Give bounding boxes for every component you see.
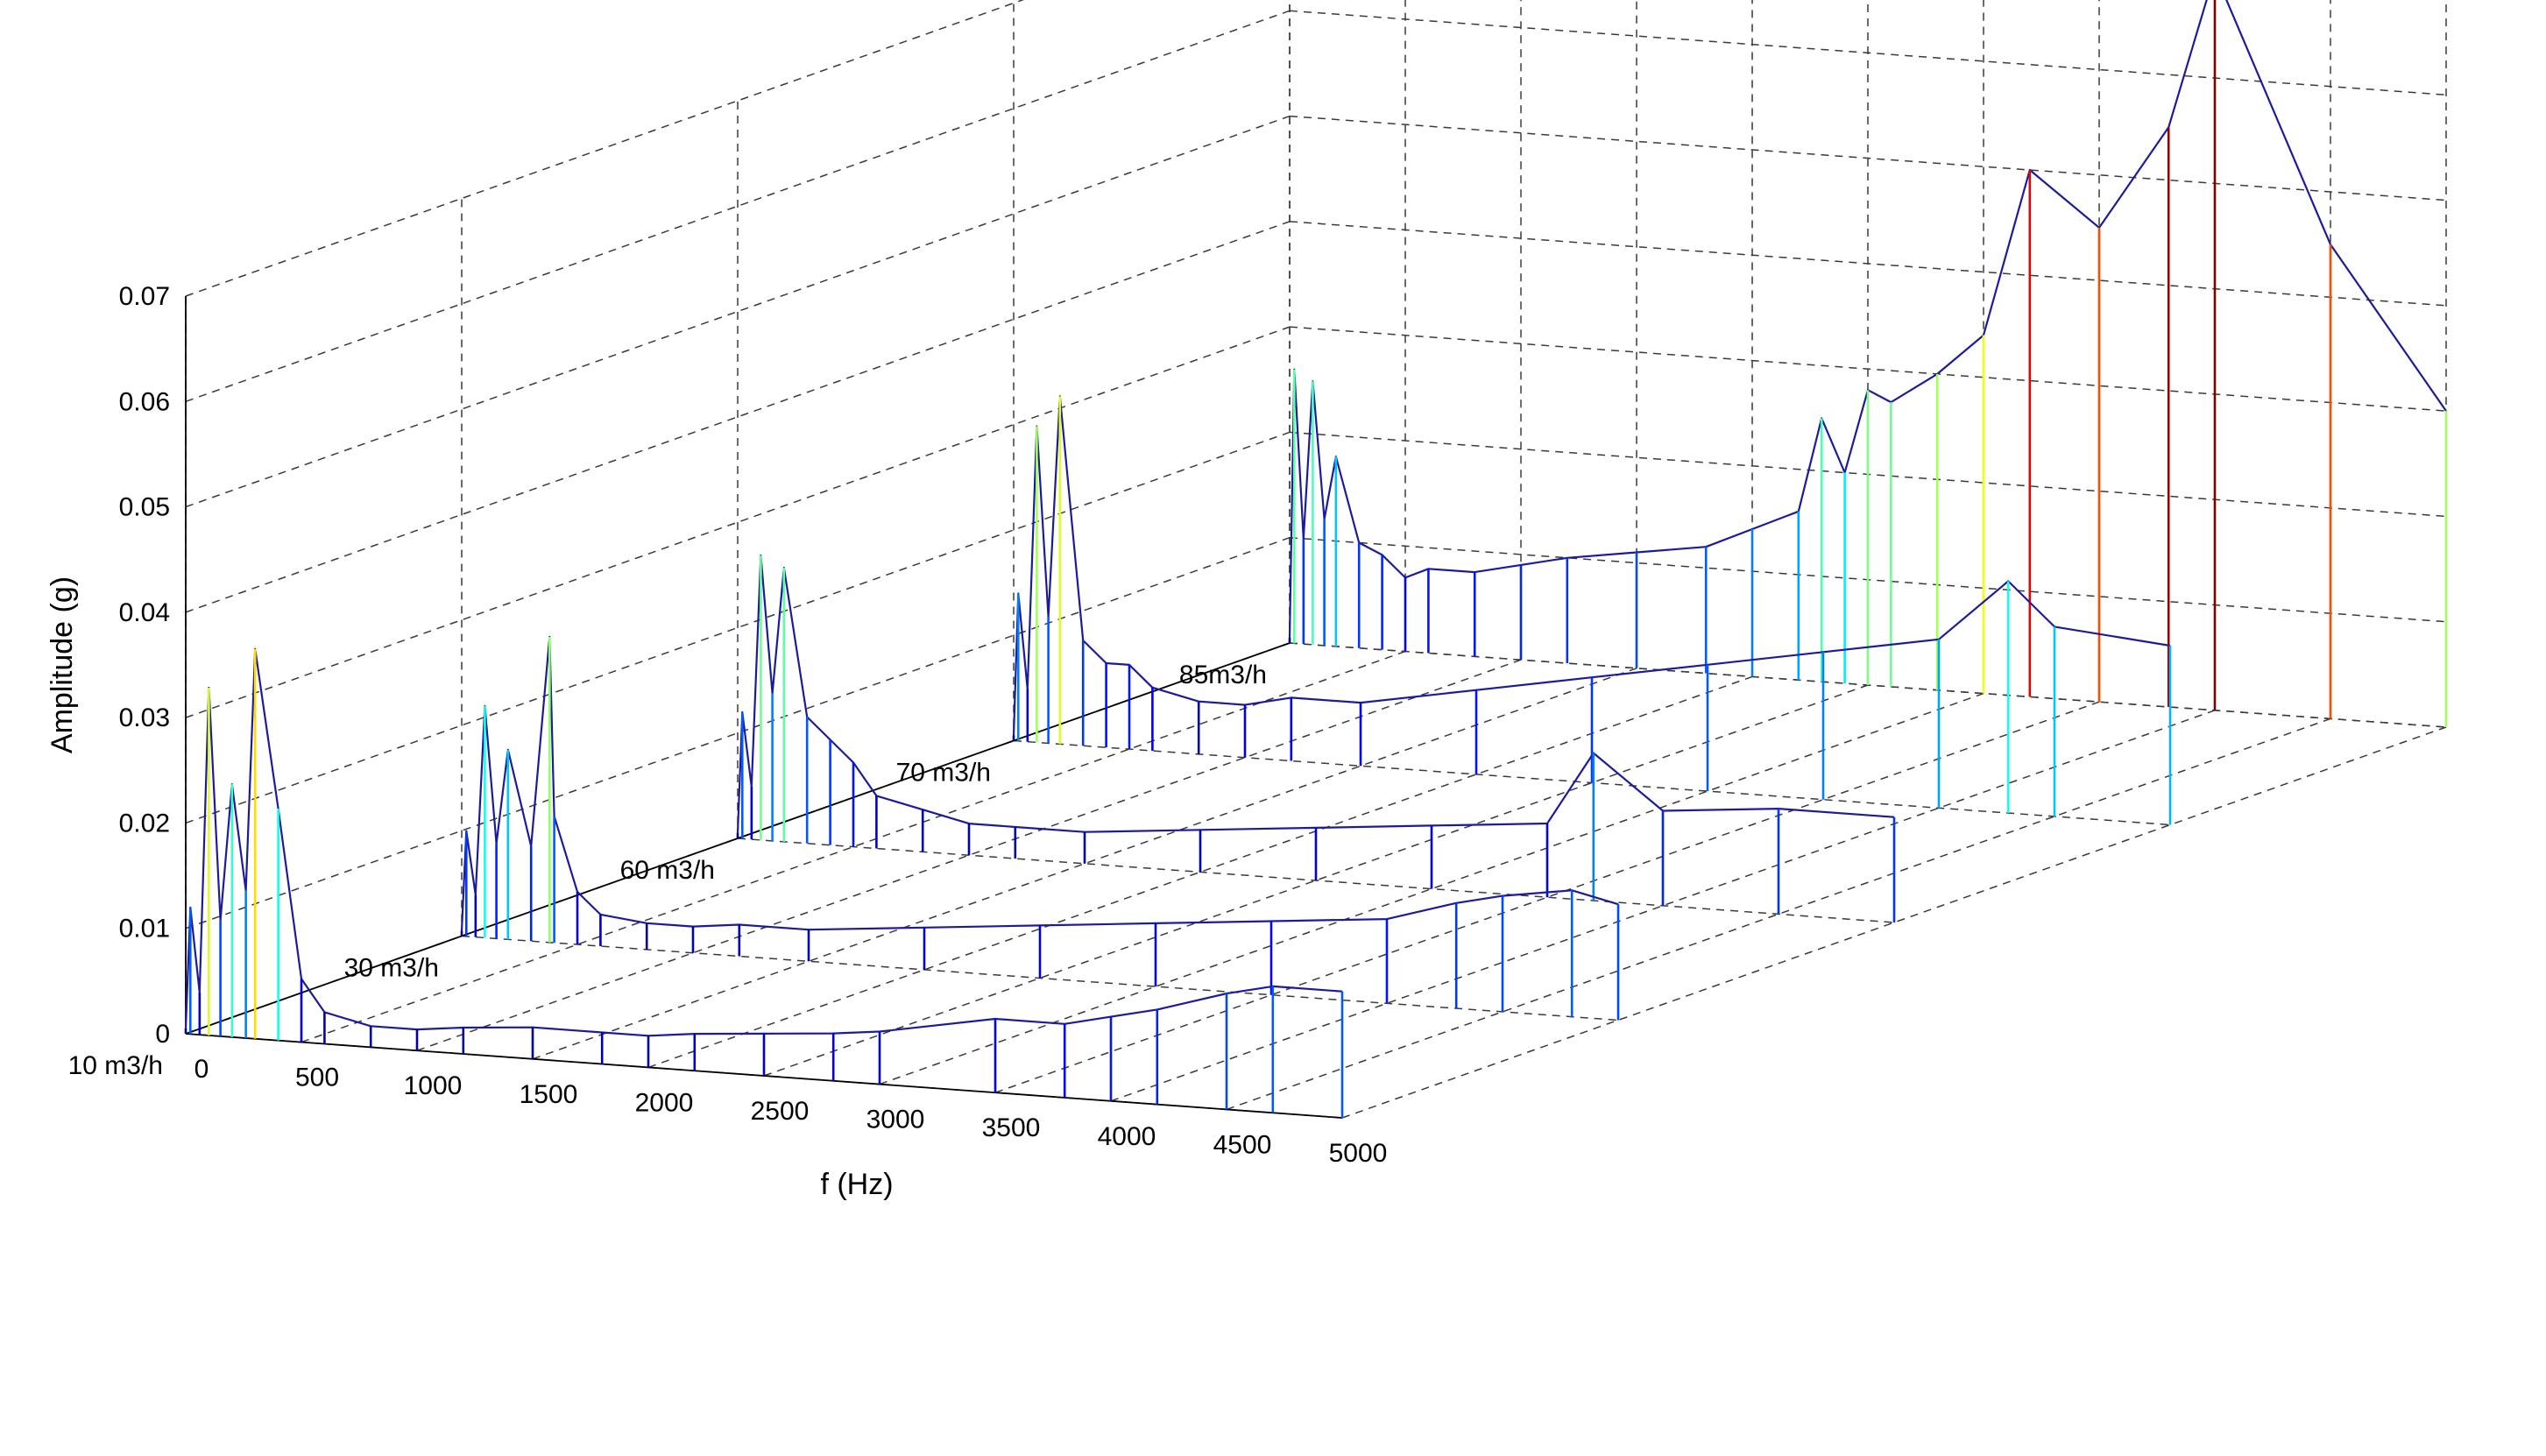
z-tick-label: 0.06 — [119, 387, 170, 416]
x-tick-label: 4000 — [1098, 1122, 1156, 1151]
series-85m3-h — [1288, 0, 2448, 727]
x-tick-label: 3000 — [866, 1106, 925, 1134]
series-70-m3-h — [1012, 395, 2172, 825]
z-tick-label: 0.02 — [119, 809, 170, 838]
series-trace — [184, 647, 1343, 1037]
series-10-m3-h — [184, 647, 1344, 1118]
x-tick-label: 3500 — [982, 1113, 1041, 1142]
y-tick-label: 60 m3/h — [620, 856, 715, 885]
z-tick-label: 0.07 — [119, 282, 170, 311]
grid-line — [1289, 221, 2447, 307]
grid-line — [1289, 10, 2447, 96]
y-tick-label: 30 m3/h — [344, 954, 439, 983]
axis-layer — [185, 296, 1343, 1119]
x-tick-label: 500 — [295, 1064, 339, 1092]
x-tick-label: 2500 — [751, 1097, 810, 1126]
grid-line — [1289, 326, 2447, 412]
z-axis-label: Amplitude (g) — [46, 576, 79, 753]
z-tick-label: 0 — [155, 1020, 170, 1049]
series-60-m3-h — [736, 554, 1896, 922]
x-tick-label: 2000 — [635, 1088, 694, 1117]
z-tick-label: 0.05 — [119, 493, 170, 522]
y-tick-label: 10 m3/h — [68, 1051, 163, 1080]
grid-layer — [185, 0, 2447, 1119]
grid-line — [1289, 115, 2447, 201]
y-tick-label: 85m3/h — [1179, 661, 1267, 689]
z-tick-label: 0.03 — [119, 703, 170, 732]
y-tick-label: 70 m3/h — [896, 759, 991, 788]
series-trace — [736, 554, 1895, 834]
x-tick-label: 1500 — [520, 1080, 578, 1109]
tick-layer: 0 500 1000 1500 2000 2500 3000 3500 4000 4500 5000… — [68, 282, 1388, 1168]
z-tick-label: 0.01 — [119, 915, 170, 944]
series-trace — [1288, 0, 2447, 639]
series-30-m3-h — [460, 635, 1620, 1021]
z-tick-label: 0.04 — [119, 598, 170, 627]
x-axis-label: f (Hz) — [820, 1168, 893, 1201]
series-layer — [184, 0, 2448, 1118]
x-tick-label: 0 — [194, 1055, 209, 1084]
x-tick-label: 5000 — [1329, 1139, 1388, 1168]
x-tick-label: 1000 — [404, 1071, 463, 1100]
series-trace — [460, 635, 1619, 931]
series-trace — [1012, 395, 2171, 736]
x-tick-label: 4500 — [1213, 1130, 1272, 1159]
